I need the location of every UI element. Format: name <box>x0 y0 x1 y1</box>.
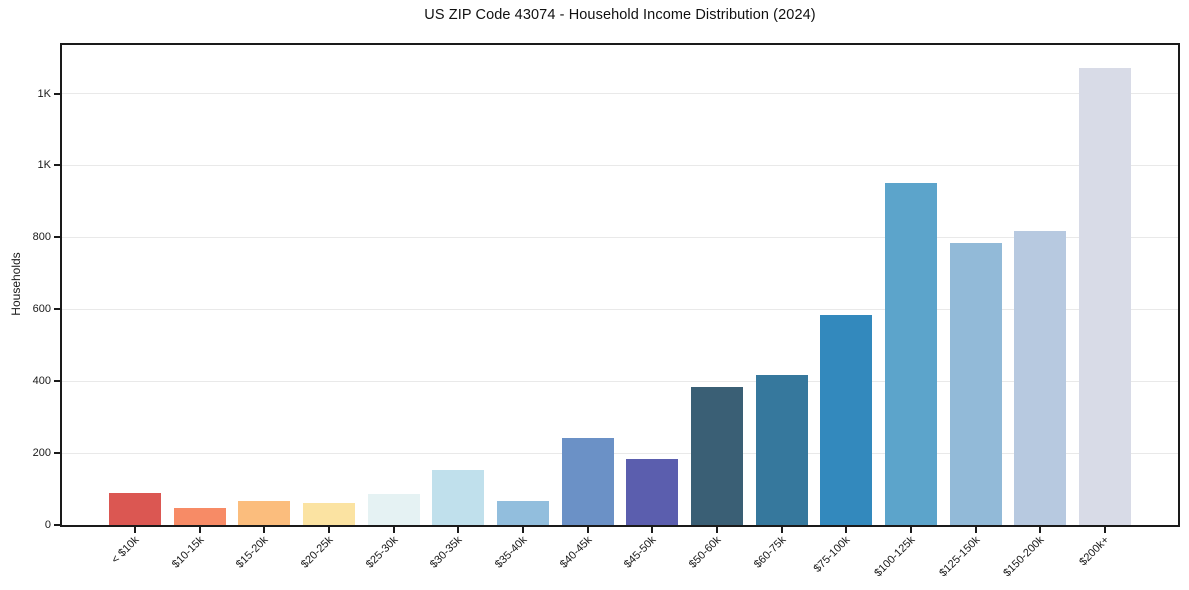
bar <box>691 386 743 525</box>
gridline <box>62 380 1178 382</box>
bar <box>432 470 485 525</box>
bar <box>303 503 355 525</box>
x-tick-label: $200k+ <box>1077 534 1112 569</box>
bar <box>755 375 808 525</box>
bar <box>626 458 679 525</box>
x-tick <box>780 527 783 533</box>
y-tick <box>54 92 60 95</box>
bar <box>367 494 420 525</box>
x-tick-label: $75-100k <box>811 534 853 575</box>
x-tick-label: $40-45k <box>557 534 595 571</box>
x-tick <box>910 527 912 533</box>
x-tick <box>651 527 654 533</box>
x-tick-label: $15-20k <box>234 534 271 571</box>
gridline <box>62 452 1178 454</box>
x-tick <box>845 527 848 533</box>
bar <box>109 493 161 525</box>
x-tick-label: $125-150k <box>936 534 983 580</box>
x-tick-label: $35-40k <box>492 534 530 571</box>
x-tick <box>1039 527 1042 533</box>
y-tick <box>54 524 60 526</box>
gridline <box>62 93 1178 95</box>
gridline <box>62 236 1178 238</box>
x-tick-label: $45-50k <box>622 534 659 571</box>
bar <box>238 500 291 525</box>
y-tick-label: 600 <box>32 303 51 316</box>
x-tick <box>457 527 460 533</box>
bar <box>820 314 873 525</box>
x-tick <box>134 527 136 533</box>
x-tick-label: $60-75k <box>751 534 789 571</box>
y-tick-label: 0 <box>44 519 51 531</box>
bar <box>885 183 937 525</box>
bar <box>173 508 226 525</box>
x-tick <box>716 527 718 533</box>
x-tick-label: $30-35k <box>428 534 465 571</box>
x-tick-label: $20-25k <box>298 534 336 571</box>
x-tick <box>328 527 330 533</box>
y-tick-label: 1K <box>37 87 51 100</box>
x-tick-label: < $10k <box>109 534 142 567</box>
x-tick-label: $10-15k <box>169 534 207 571</box>
plot-area: 0 200 400 600 800 1K 1K < $10k $10-15k $15-20k $20… <box>33 43 1180 579</box>
y-tick-label: 800 <box>32 231 51 244</box>
x-tick <box>586 527 589 533</box>
x-tick <box>392 527 395 533</box>
y-tick-label: 1K <box>37 159 51 172</box>
x-tick <box>198 527 201 533</box>
x-tick-label: $150-200k <box>1001 534 1047 580</box>
gridline <box>62 308 1178 310</box>
y-tick-label: 200 <box>32 447 51 460</box>
x-tick-label: $50-60k <box>686 534 724 571</box>
bar <box>497 501 549 525</box>
x-tick-label: $100-125k <box>872 534 918 580</box>
y-axis-label: Households <box>9 252 23 315</box>
y-axis-label-text: Households <box>9 252 23 316</box>
bar <box>561 438 614 525</box>
y-tick <box>54 308 60 311</box>
bar <box>1014 230 1067 525</box>
bar <box>949 242 1002 525</box>
x-tick <box>974 527 977 533</box>
x-tick <box>522 527 524 533</box>
y-tick <box>54 164 60 167</box>
y-tick-label: 400 <box>32 375 51 388</box>
y-tick <box>54 380 60 383</box>
gridline <box>62 164 1178 166</box>
y-tick <box>54 452 60 455</box>
chart-title: US ZIP Code 43074 - Household Income Dis… <box>424 7 816 23</box>
bar <box>1079 68 1131 525</box>
x-tick <box>263 527 266 533</box>
y-tick <box>54 236 60 239</box>
x-tick <box>1104 527 1106 533</box>
x-tick-label: $25-30k <box>363 534 401 571</box>
